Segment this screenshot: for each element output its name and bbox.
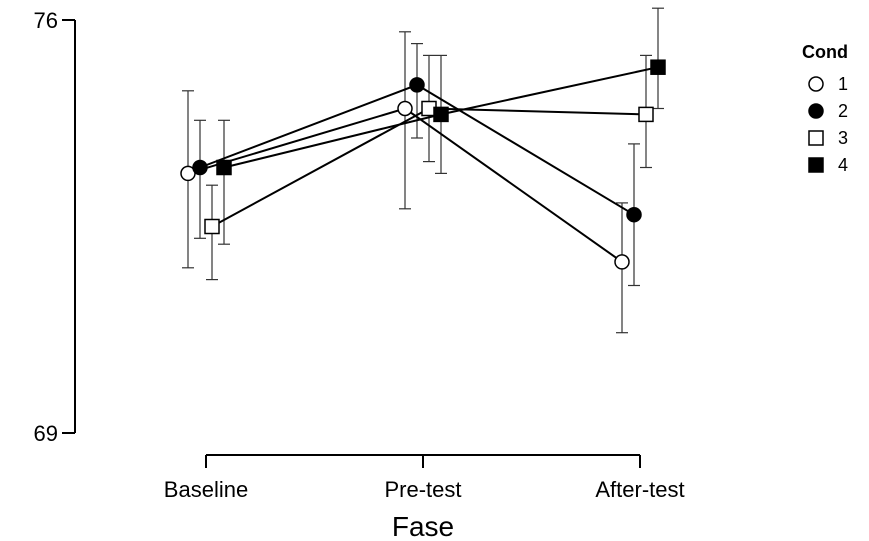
legend-item-4: 4 bbox=[808, 155, 848, 175]
legend-item-3: 3 bbox=[808, 128, 848, 148]
legend-marker-3 bbox=[808, 130, 824, 146]
data-point-series-3-2 bbox=[638, 106, 654, 123]
x-axis: Baseline Pre-test After-test Fase bbox=[164, 454, 685, 541]
legend-marker-4 bbox=[808, 157, 824, 173]
legend-marker-2 bbox=[808, 103, 824, 119]
legend-item-2: 2 bbox=[808, 101, 848, 121]
plot-area bbox=[180, 7, 666, 334]
x-axis-title: Fase bbox=[392, 511, 454, 541]
legend-label-3: 3 bbox=[838, 128, 848, 148]
series-lines-layer bbox=[187, 66, 659, 263]
x-tick-label-baseline: Baseline bbox=[164, 477, 248, 502]
legend-item-1: 1 bbox=[808, 74, 848, 94]
data-point-series-1-2 bbox=[614, 254, 630, 270]
legend: Cond 1 2 3 4 bbox=[802, 42, 848, 175]
error-bar-series-4-2 bbox=[652, 7, 664, 110]
data-point-series-2-1 bbox=[409, 77, 425, 93]
legend-label-1: 1 bbox=[838, 74, 848, 94]
data-point-series-4-0 bbox=[216, 159, 232, 176]
legend-title: Cond bbox=[802, 42, 848, 62]
data-point-series-1-1 bbox=[397, 100, 413, 117]
error-bars-layer bbox=[182, 7, 664, 334]
x-tick-label-after-test: After-test bbox=[595, 477, 684, 502]
error-bar-series-1-1 bbox=[399, 31, 411, 210]
data-point-series-4-2 bbox=[650, 59, 666, 75]
y-tick-label-bottom: 69 bbox=[34, 421, 58, 446]
y-tick-label-top: 76 bbox=[34, 8, 58, 33]
legend-label-2: 2 bbox=[838, 101, 848, 121]
data-point-series-2-2 bbox=[626, 206, 642, 223]
markers-layer bbox=[180, 59, 666, 270]
legend-marker-1 bbox=[808, 76, 824, 92]
data-point-series-3-0 bbox=[204, 218, 220, 235]
y-axis: 76 69 bbox=[34, 8, 76, 446]
data-point-series-4-1 bbox=[433, 106, 449, 123]
legend-label-4: 4 bbox=[838, 155, 848, 175]
x-tick-label-pre-test: Pre-test bbox=[384, 477, 461, 502]
error-bar-series-2-0 bbox=[194, 119, 206, 239]
data-point-series-2-0 bbox=[192, 159, 208, 176]
error-bar-series-4-0 bbox=[218, 119, 230, 245]
